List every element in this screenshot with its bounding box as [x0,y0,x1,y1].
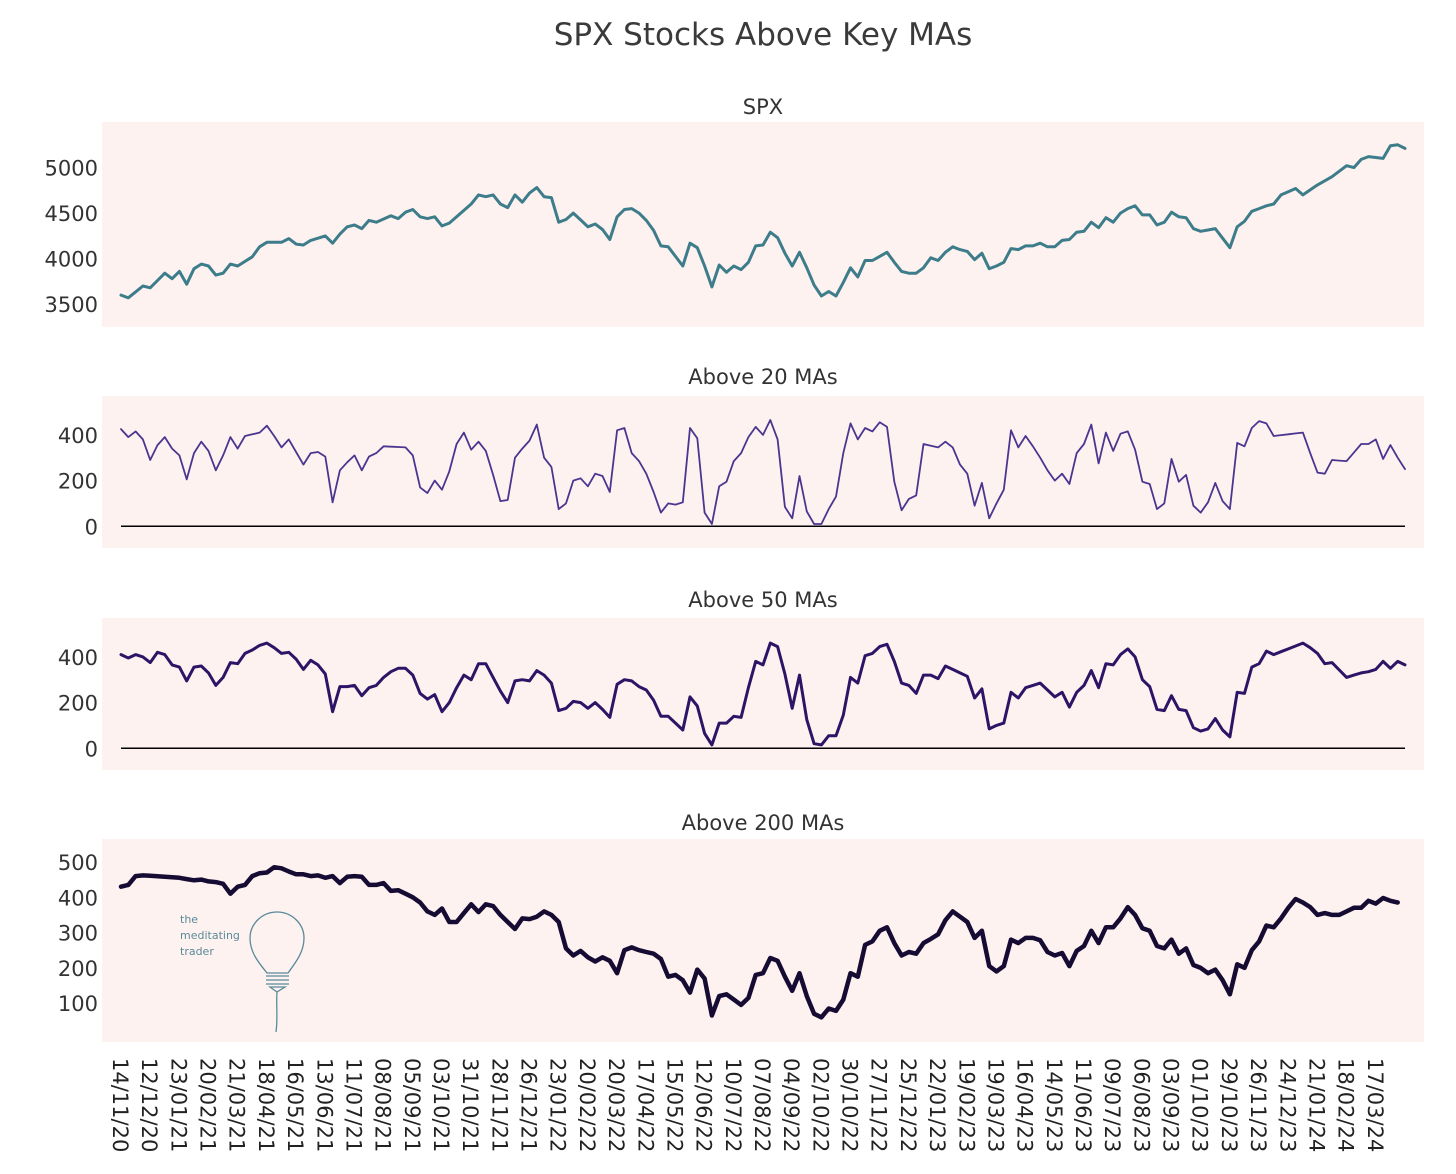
series-line-above50 [119,641,1407,747]
panel-title: Above 20 MAs [688,365,837,389]
panel-title: Above 50 MAs [688,588,837,612]
panel-background [102,839,1424,1042]
x-tick-label: 17/04/22 [633,1058,657,1152]
x-tick-label: 26/11/23 [1246,1058,1270,1152]
x-tick-label: 19/03/23 [984,1058,1008,1152]
y-tick-label: 400 [58,886,98,910]
x-tick-label: 05/09/21 [400,1058,424,1152]
panel-above200: Above 200 MAs 100 200 300 400 500 [58,811,1424,1042]
x-tick-label: 09/07/23 [1100,1058,1124,1152]
x-tick-label: 21/01/24 [1305,1058,1329,1152]
x-tick-label: 27/11/22 [867,1058,891,1152]
x-tick-label: 10/07/22 [721,1058,745,1152]
panel-background [102,618,1424,770]
y-tick-label: 4000 [45,248,98,272]
panel-background [102,122,1424,327]
panel-title: Above 200 MAs [682,811,845,835]
x-axis: 14/11/20 12/12/20 23/01/21 20/02/21 21/03/21… [108,1058,1387,1152]
panel-title: SPX [743,95,783,119]
panel-above50: Above 50 MAs 0 200 400 [58,588,1424,770]
y-tick-label: 300 [58,922,98,946]
x-tick-label: 24/12/23 [1275,1058,1299,1152]
panel-above20: Above 20 MAs 0 200 400 [58,365,1424,548]
logo: the meditating trader [180,911,305,1033]
x-tick-label: 12/12/20 [137,1058,161,1152]
y-tick-label: 4500 [45,202,98,226]
x-tick-label: 31/10/21 [458,1058,482,1152]
x-tick-label: 26/12/21 [517,1058,541,1152]
y-tick-label: 400 [58,646,98,670]
panel-spx: SPX 3500 4000 4500 5000 [45,95,1424,327]
x-tick-label: 11/07/21 [342,1058,366,1152]
x-tick-label: 11/06/23 [1071,1058,1095,1152]
series-line-above20 [120,419,1406,525]
y-tick-label: 0 [85,515,98,539]
x-tick-label: 18/04/21 [254,1058,278,1152]
x-tick-label: 04/09/22 [779,1058,803,1152]
x-tick-label: 14/05/23 [1042,1058,1066,1152]
x-tick-label: 01/10/23 [1188,1058,1212,1152]
y-tick-label: 200 [58,957,98,981]
x-tick-label: 03/10/21 [429,1058,453,1152]
x-tick-label: 28/11/21 [487,1058,511,1152]
x-tick-label: 08/08/21 [371,1058,395,1152]
x-tick-label: 29/10/23 [1217,1058,1241,1152]
x-tick-label: 30/10/22 [838,1058,862,1152]
x-tick-label: 02/10/22 [808,1058,832,1152]
x-tick-label: 22/01/23 [925,1058,949,1152]
x-tick-label: 23/01/22 [546,1058,570,1152]
y-tick-label: 200 [58,470,98,494]
y-tick-label: 400 [58,424,98,448]
y-tick-label: 500 [58,851,98,875]
x-tick-label: 16/05/21 [283,1058,307,1152]
x-tick-label: 20/03/22 [604,1058,628,1152]
y-tick-label: 0 [85,737,98,761]
logo-text-3: trader [180,945,214,958]
logo-text-1: the [180,913,198,926]
x-tick-label: 14/11/20 [108,1058,132,1152]
series-line-spx [119,143,1407,300]
y-tick-label: 200 [58,692,98,716]
x-tick-label: 15/05/22 [663,1058,687,1152]
chart-title: SPX Stocks Above Key MAs [554,17,973,53]
y-tick-label: 3500 [45,293,98,317]
x-tick-label: 13/06/21 [312,1058,336,1152]
x-tick-label: 16/04/23 [1013,1058,1037,1152]
series-line-above200 [118,864,1400,1020]
x-tick-label: 17/03/24 [1363,1058,1387,1152]
x-tick-label: 19/02/23 [954,1058,978,1152]
y-tick-label: 100 [58,992,98,1016]
x-tick-label: 06/08/23 [1129,1058,1153,1152]
x-tick-label: 21/03/21 [225,1058,249,1152]
x-tick-label: 12/06/22 [692,1058,716,1152]
x-tick-label: 20/02/22 [575,1058,599,1152]
x-tick-label: 25/12/22 [896,1058,920,1152]
x-tick-label: 23/01/21 [166,1058,190,1152]
x-tick-label: 18/02/24 [1334,1058,1358,1152]
panel-background [102,396,1424,548]
x-tick-label: 07/08/22 [750,1058,774,1152]
lightbulb-icon [249,911,305,1033]
x-tick-label: 03/09/23 [1159,1058,1183,1152]
logo-text-2: meditating [180,929,240,942]
x-tick-label: 20/02/21 [196,1058,220,1152]
y-tick-label: 5000 [45,157,98,181]
